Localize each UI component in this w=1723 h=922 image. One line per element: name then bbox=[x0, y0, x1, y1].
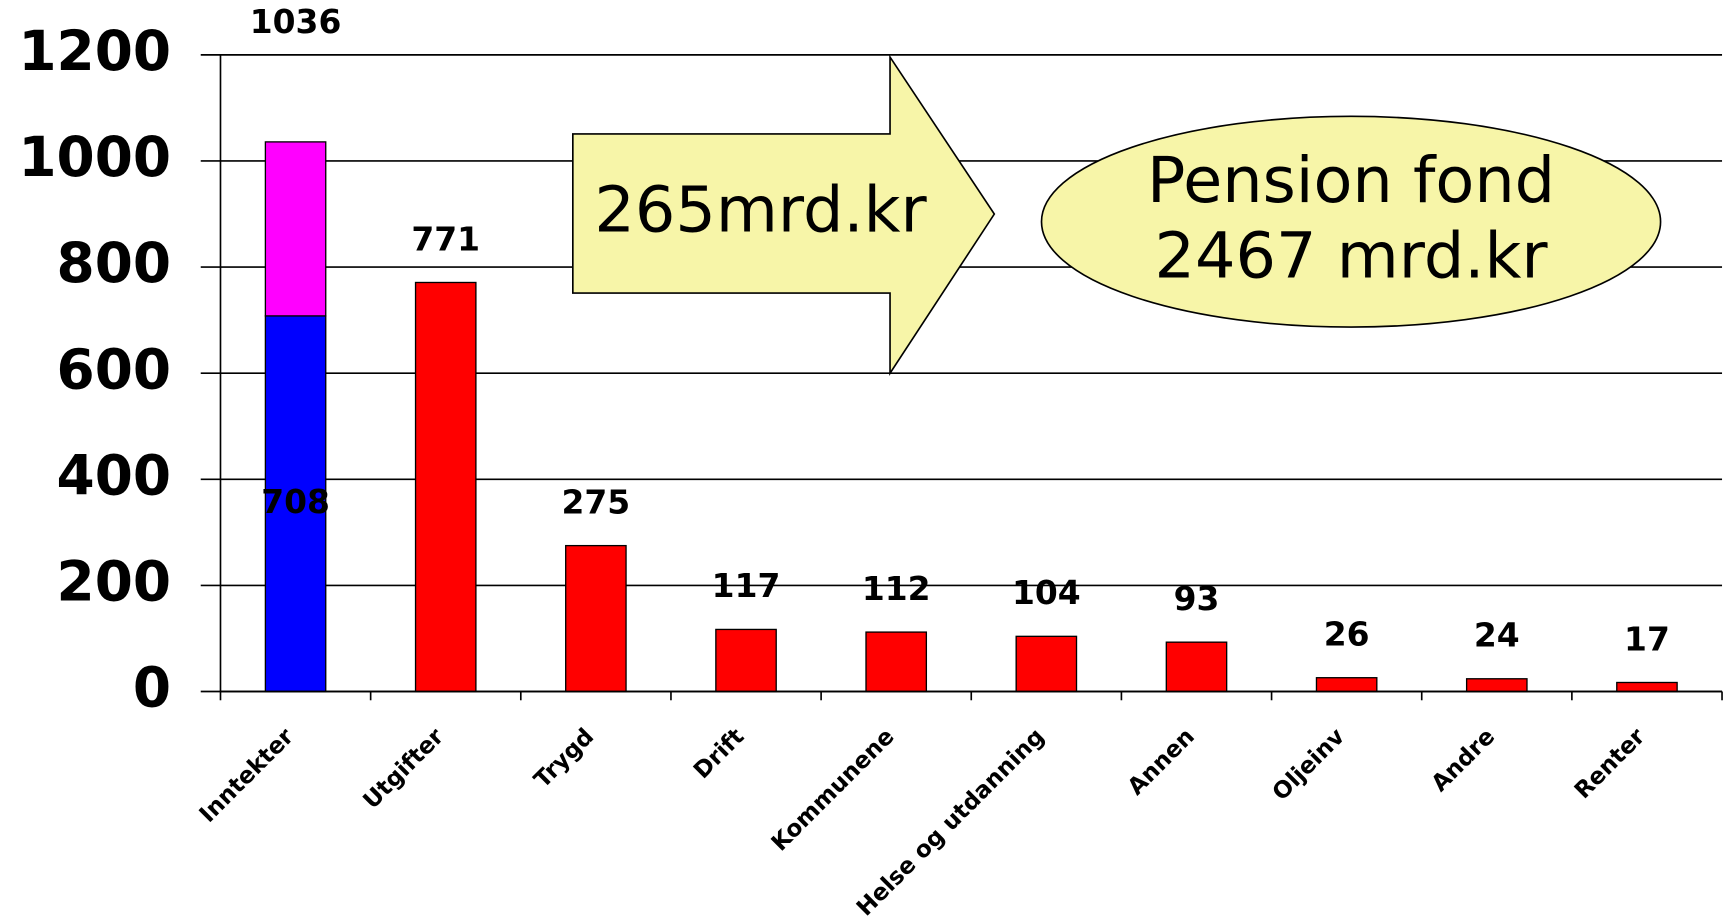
total-label: 1036 bbox=[250, 2, 342, 41]
bar bbox=[1015, 635, 1078, 693]
x-tick-label: Renter bbox=[1570, 723, 1651, 804]
bar bbox=[264, 141, 327, 317]
value-label: 112 bbox=[862, 569, 931, 608]
bar bbox=[715, 628, 777, 693]
value-label: 771 bbox=[411, 219, 480, 258]
bar bbox=[1165, 641, 1228, 693]
value-label: 275 bbox=[562, 482, 631, 521]
bar bbox=[565, 544, 627, 693]
bar bbox=[264, 315, 327, 693]
y-tick-label: 200 bbox=[57, 550, 172, 614]
bar bbox=[1315, 677, 1378, 693]
ellipse-text: 2467 mrd.kr bbox=[1155, 220, 1549, 294]
x-tick-label: Oljeinv bbox=[1268, 724, 1350, 806]
value-label: 17 bbox=[1624, 619, 1670, 658]
ellipse-shape bbox=[1040, 115, 1662, 328]
x-tick-label: Andre bbox=[1427, 724, 1500, 797]
value-label: 104 bbox=[1012, 573, 1081, 612]
value-label: 24 bbox=[1474, 616, 1520, 655]
bar bbox=[414, 281, 477, 693]
x-tick-label: Annen bbox=[1123, 724, 1200, 801]
arrow-text: 265mrd.kr bbox=[594, 174, 927, 248]
x-tick-label: Inntekter bbox=[195, 723, 300, 828]
arrow-shape bbox=[572, 54, 996, 376]
bar bbox=[1465, 678, 1528, 693]
y-tick-label: 1000 bbox=[18, 125, 171, 189]
ellipse-text: Pension fond bbox=[1147, 144, 1555, 218]
y-tick-label: 1200 bbox=[18, 19, 171, 83]
x-tick-label: Utgifter bbox=[358, 723, 449, 814]
y-tick-label: 600 bbox=[57, 337, 172, 401]
x-tick-label: Kommunene bbox=[767, 724, 900, 857]
y-tick-label: 800 bbox=[57, 231, 172, 295]
value-label: 708 bbox=[261, 482, 330, 521]
y-tick-label: 0 bbox=[133, 656, 171, 720]
bar bbox=[865, 631, 928, 693]
y-tick-label: 400 bbox=[57, 443, 172, 507]
x-tick-label: Drift bbox=[689, 724, 749, 784]
x-tick-label: Trygd bbox=[530, 724, 600, 794]
value-label: 93 bbox=[1174, 579, 1220, 618]
value-label: 26 bbox=[1324, 614, 1370, 653]
bar bbox=[1616, 681, 1678, 693]
value-label: 117 bbox=[712, 566, 781, 605]
